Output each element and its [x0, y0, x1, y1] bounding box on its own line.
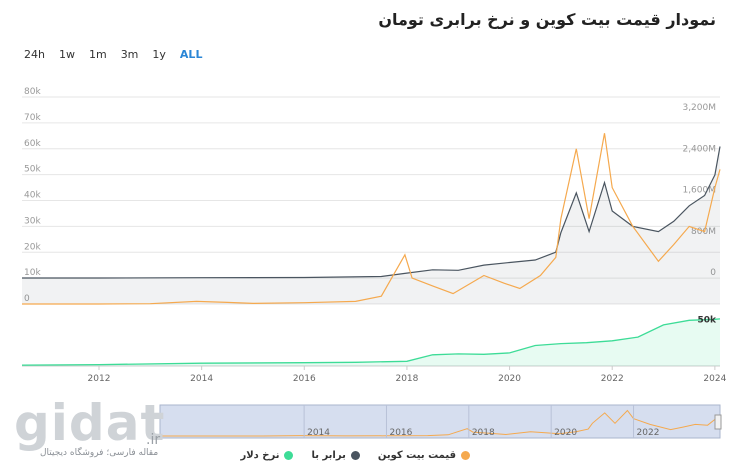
x-tick-label: 2024 [703, 374, 726, 384]
legend-dot-icon [350, 451, 360, 460]
legend-label: نرخ دلار [240, 450, 280, 461]
range-btn-3m[interactable]: 3m [120, 48, 139, 61]
navigator-tick-label: 2016 [389, 428, 412, 438]
range-btn-24h[interactable]: 24h [24, 48, 45, 61]
brand-tld: .ir [146, 432, 161, 448]
y-left-tick-label: 20k [24, 242, 41, 252]
btc-irt-area [22, 146, 720, 304]
navigator-series-line [160, 409, 721, 437]
legend-item-dollar[interactable]: نرخ دلار [240, 450, 294, 461]
x-tick-label: 2022 [601, 374, 624, 384]
brand-name: gidat [14, 394, 166, 452]
y-left-tick-label: 70k [24, 113, 41, 123]
range-btn-1w[interactable]: 1w [58, 48, 75, 61]
y-left-tick-label: 30k [24, 216, 41, 226]
y-left-tick-label: 60k [24, 139, 41, 149]
legend-dot-icon [284, 451, 294, 460]
y-right-tick-label: 2,400M [682, 144, 716, 154]
chart-grid: 010k20k30k40k50k60k70k80k0800M1,600M2,40… [22, 87, 720, 367]
navigator-tick-label: 2018 [472, 428, 495, 438]
x-tick-label: 2016 [293, 374, 316, 384]
range-btn-1m[interactable]: 1m [88, 48, 107, 61]
dollar-axis-label: 50k [697, 315, 717, 325]
brand-logo: gidat .ir مقاله فارسی؛ فروشگاه دیجیتال [12, 394, 172, 464]
page-title: نمودار قیمت بیت کوین و نرخ برابری تومان [378, 10, 716, 29]
dollar-area [22, 318, 720, 366]
x-tick-label: 2014 [190, 374, 213, 384]
navigator-window [159, 404, 721, 439]
y-left-tick-label: 80k [24, 87, 41, 97]
navigator-tick-label: 2022 [637, 428, 660, 438]
y-left-tick-label: 10k [24, 268, 41, 278]
range-btn-1y[interactable]: 1y [152, 48, 166, 61]
navigator-tick-label: 2020 [554, 428, 577, 438]
legend-label: قیمت بیت کوین [377, 450, 456, 461]
y-right-tick-label: 1,600M [682, 186, 716, 196]
range-navigator: 2014 2016 2018 2020 2022 [159, 404, 722, 439]
legend-item-btc-irt[interactable]: برابر با [311, 450, 360, 461]
brand-tagline: مقاله فارسی؛ فروشگاه دیجیتال [40, 448, 159, 458]
range-selector: 24h 1w 1m 3m 1y ALL [24, 48, 202, 61]
navigator-tick-label: 2014 [307, 428, 330, 438]
x-tick-label: 2012 [88, 374, 111, 384]
btc-usd-line [22, 133, 721, 305]
upper-pane [22, 133, 721, 305]
legend-label: برابر با [311, 450, 346, 461]
x-tick-label: 2020 [498, 374, 521, 384]
legend-item-btc-usd[interactable]: قیمت بیت کوین [378, 450, 470, 461]
legend-dot-icon [461, 451, 470, 460]
range-btn-all[interactable]: ALL [179, 48, 203, 61]
lower-pane: 50k [21, 315, 721, 366]
x-tick-label: 2018 [395, 374, 418, 384]
y-right-tick-label: 3,200M [682, 103, 716, 113]
dollar-line [21, 318, 721, 366]
y-right-tick-label: 0 [710, 268, 716, 278]
navigator-handle [714, 414, 722, 430]
y-left-tick-label: 40k [24, 191, 41, 201]
y-left-tick-label: 0 [24, 294, 30, 304]
x-axis: 2012 2014 2016 2018 2020 2022 2024 [88, 366, 727, 384]
y-left-tick-label: 50k [24, 165, 41, 175]
chart-legend: قیمت بیت کوین برابر با نرخ دلار [240, 450, 470, 461]
